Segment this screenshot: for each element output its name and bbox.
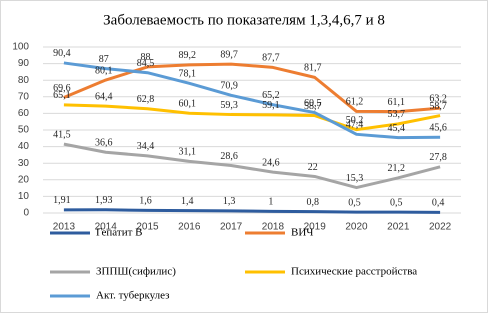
x-tick-label: 2015 bbox=[136, 222, 159, 233]
y-tick-label: 30 bbox=[18, 158, 30, 169]
y-tick-label: 10 bbox=[18, 191, 30, 202]
value-label: 88 bbox=[141, 52, 151, 63]
series-line bbox=[63, 208, 441, 214]
x-tick-label: 2022 bbox=[429, 222, 452, 233]
value-label: 61,2 bbox=[346, 97, 364, 108]
value-label: 0,5 bbox=[390, 197, 403, 208]
value-label: 65,1 bbox=[53, 90, 71, 101]
legend-label: ВИЧ bbox=[291, 227, 313, 239]
x-tick-label: 2021 bbox=[387, 222, 410, 233]
value-label: 0,5 bbox=[348, 197, 361, 208]
value-label: 65,2 bbox=[262, 90, 280, 101]
value-label: 78,1 bbox=[179, 69, 197, 80]
x-tick-label: 2018 bbox=[262, 222, 285, 233]
series-line bbox=[63, 103, 441, 132]
legend-label: Психические расстройства bbox=[291, 266, 417, 278]
value-label: 80,1 bbox=[95, 65, 113, 76]
series-line bbox=[63, 62, 441, 114]
value-label: 58,7 bbox=[304, 101, 322, 112]
value-label: 1 bbox=[268, 197, 273, 208]
value-label: 61,1 bbox=[388, 97, 406, 108]
x-tick-label: 2017 bbox=[220, 222, 243, 233]
value-label: 1,6 bbox=[139, 196, 152, 207]
value-label: 47,4 bbox=[346, 120, 364, 131]
value-label: 24,6 bbox=[262, 157, 280, 168]
x-tick-label: 2019 bbox=[304, 222, 327, 233]
value-label: 28,6 bbox=[220, 151, 238, 162]
legend: Гепатит В ВИЧ ЗППШ(сифилис) Психические рас… bbox=[50, 227, 417, 302]
value-label: 90,4 bbox=[53, 48, 71, 59]
value-label: 0,4 bbox=[432, 198, 445, 209]
value-label: 45,6 bbox=[429, 123, 447, 134]
x-tick-label: 2020 bbox=[345, 222, 368, 233]
value-label: 58,7 bbox=[429, 101, 447, 112]
value-label: 87 bbox=[99, 54, 109, 65]
value-label: 59,1 bbox=[262, 100, 280, 111]
value-label: 31,1 bbox=[179, 147, 197, 158]
chart-title: Заболеваемость по показателям 1,3,4,6,7 … bbox=[103, 12, 385, 28]
y-tick-label: 100 bbox=[12, 42, 29, 53]
series-line bbox=[63, 61, 441, 140]
legend-label: ЗППШ(сифилис) bbox=[96, 266, 176, 278]
y-tick-label: 70 bbox=[18, 91, 30, 102]
y-tick-label: 90 bbox=[18, 58, 30, 69]
value-label: 21,2 bbox=[388, 163, 406, 174]
value-label: 15,3 bbox=[346, 173, 364, 184]
value-label: 1,93 bbox=[95, 195, 113, 206]
value-label: 36,6 bbox=[95, 138, 113, 149]
legend-label: Акт. туберкулез bbox=[96, 290, 170, 302]
value-label: 87,7 bbox=[262, 53, 280, 64]
value-label: 89,2 bbox=[179, 50, 197, 61]
value-label: 22 bbox=[308, 162, 318, 173]
x-tick-label: 2016 bbox=[178, 222, 201, 233]
value-label: 1,91 bbox=[53, 195, 71, 206]
value-label: 0,8 bbox=[306, 197, 319, 208]
value-label: 45,4 bbox=[388, 123, 406, 134]
value-label: 59,3 bbox=[220, 100, 238, 111]
y-tick-label: 50 bbox=[18, 125, 30, 136]
value-label: 81,7 bbox=[304, 63, 322, 74]
value-label: 41,5 bbox=[53, 129, 71, 140]
value-label: 89,7 bbox=[220, 49, 238, 60]
value-label: 1,4 bbox=[181, 196, 194, 207]
value-label: 50,2 bbox=[346, 115, 364, 126]
value-label: 69,6 bbox=[53, 83, 71, 94]
value-label: 1,3 bbox=[223, 196, 236, 207]
x-tick-label: 2013 bbox=[53, 222, 76, 233]
x-tick-label: 2014 bbox=[95, 222, 118, 233]
y-tick-label: 0 bbox=[23, 208, 29, 219]
value-label: 62,8 bbox=[137, 94, 155, 105]
y-tick-label: 40 bbox=[18, 141, 30, 152]
value-label: 53,7 bbox=[388, 109, 406, 120]
value-label: 84,5 bbox=[137, 58, 155, 69]
value-label: 60,5 bbox=[304, 98, 322, 109]
y-tick-label: 20 bbox=[18, 174, 30, 185]
y-tick-label: 60 bbox=[18, 108, 30, 119]
value-label: 60,1 bbox=[179, 99, 197, 110]
value-label: 63,2 bbox=[429, 93, 447, 104]
value-label: 70,9 bbox=[220, 81, 238, 92]
value-label: 64,4 bbox=[95, 91, 113, 102]
legend-label: Гепатит В bbox=[96, 227, 142, 239]
value-label: 27,8 bbox=[429, 152, 447, 163]
value-label: 34,4 bbox=[137, 141, 155, 152]
series-line bbox=[63, 142, 441, 190]
y-tick-label: 80 bbox=[18, 75, 30, 86]
